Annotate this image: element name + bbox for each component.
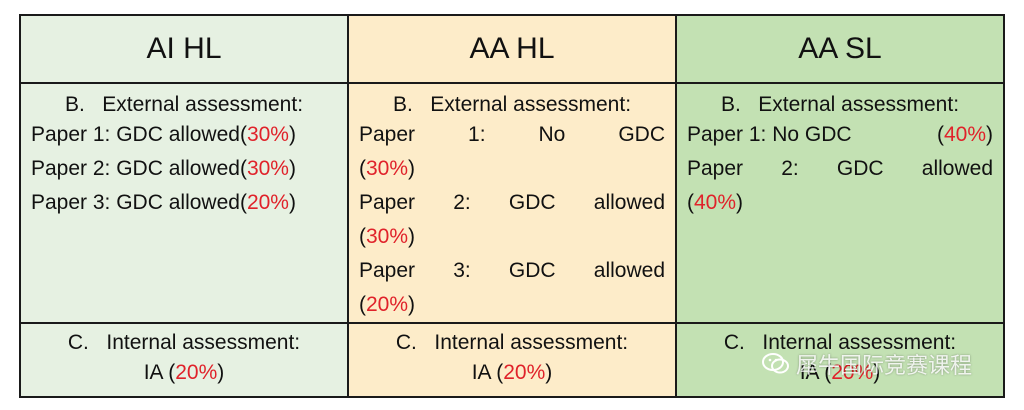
paper-item: Paper 3: GDC allowed(20%) (31, 191, 296, 214)
internal-title: C. Internal assessment: (723, 331, 957, 354)
aa-sl-internal-cell: C. Internal assessment: IA (20%) (675, 322, 1005, 398)
paper-item: Paper 1: GDC allowed(30%) (31, 123, 296, 146)
paper-item: Paper 1: No GDC (359, 123, 665, 146)
paper-pct: (20%) (359, 293, 416, 316)
paper-item: Paper 2: GDC allowed(30%) (31, 157, 296, 180)
header-row: AI HL AA HL AA SL (19, 14, 1005, 84)
external-assessment-row: B. External assessment: Paper 1: GDC all… (19, 82, 1005, 324)
external-title: B. External assessment: (720, 93, 960, 116)
paper-item: Paper 3: GDC allowed (359, 259, 665, 282)
internal-value: IA (20%) (799, 361, 881, 384)
paper-pct: (40%) (687, 191, 744, 214)
watermark-text: 犀牛国际竞赛课程 (796, 353, 973, 378)
header-aa-hl: AA HL (347, 14, 677, 84)
header-aa-sl: AA SL (675, 14, 1005, 84)
aa-hl-external-cell: B. External assessment: Paper 1: No GDC … (347, 82, 677, 324)
wechat-icon (762, 353, 789, 374)
internal-assessment-row: C. Internal assessment: IA (20%) C. Inte… (19, 322, 1005, 398)
header-ai-hl: AI HL (19, 14, 349, 84)
aa-sl-external-cell: B. External assessment: Paper 1: No GDC(… (675, 82, 1005, 324)
paper-list: Paper 1: GDC allowed(30%) Paper 2: GDC a… (21, 118, 347, 220)
paper-pct: (30%) (359, 157, 416, 180)
internal-title: C. Internal assessment: (67, 331, 301, 354)
ai-hl-external-cell: B. External assessment: Paper 1: GDC all… (19, 82, 349, 324)
paper-item: Paper 2: GDC allowed (359, 191, 665, 214)
watermark: 犀牛国际竞赛课程 (762, 348, 972, 380)
paper-item: Paper 1: No GDC (40%) (687, 123, 993, 146)
external-title: B. External assessment: (64, 93, 304, 116)
internal-value: IA (20%) (143, 361, 225, 384)
ai-hl-internal-cell: C. Internal assessment: IA (20%) (19, 322, 349, 398)
paper-list: Paper 1: No GDC (40%) Paper 2: GDC allowe… (677, 118, 1003, 220)
internal-value: IA (20%) (471, 361, 553, 384)
external-title: B. External assessment: (392, 93, 632, 116)
paper-pct: (30%) (359, 225, 416, 248)
internal-title: C. Internal assessment: (395, 331, 629, 354)
paper-list: Paper 1: No GDC (30%) Paper 2: GDC allow… (349, 118, 675, 322)
paper-item: Paper 2: GDC allowed (687, 157, 993, 180)
aa-hl-internal-cell: C. Internal assessment: IA (20%) (347, 322, 677, 398)
assessment-table: AI HL AA HL AA SL B. External assessment… (19, 14, 1005, 398)
